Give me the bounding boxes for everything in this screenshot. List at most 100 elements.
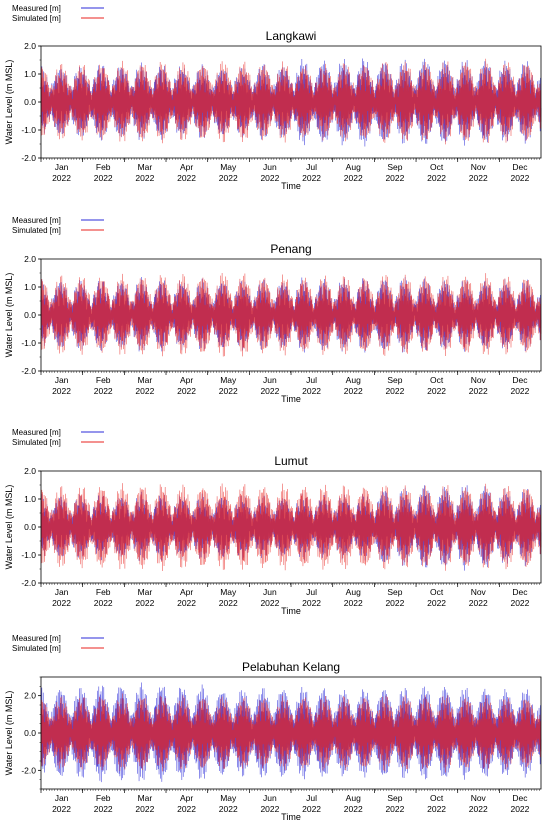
x-tick-label-year: 2022 (219, 386, 238, 396)
x-tick-label-year: 2022 (219, 173, 238, 183)
y-axis-label: Water Level (m MSL) (4, 273, 14, 358)
x-tick-label-year: 2022 (260, 386, 279, 396)
x-tick-label-year: 2022 (510, 386, 529, 396)
legend-label-measured: Measured [m] (12, 216, 61, 225)
series-simulated (40, 58, 542, 145)
y-tick-label: 2.0 (24, 254, 36, 264)
series-line (40, 272, 542, 357)
x-tick-label-month: Jul (306, 587, 317, 597)
x-tick-label-year: 2022 (427, 804, 446, 814)
x-tick-label-month: Oct (430, 375, 444, 385)
x-tick-label-year: 2022 (135, 386, 154, 396)
x-tick-label-year: 2022 (344, 598, 363, 608)
legend-label-measured: Measured [m] (12, 428, 61, 437)
y-tick-label: -1.0 (21, 550, 36, 560)
y-tick-label: 1.0 (24, 69, 36, 79)
x-tick-label-month: Nov (471, 587, 487, 597)
x-axis-label: Time (281, 181, 301, 191)
x-tick-label-month: Mar (138, 587, 153, 597)
x-tick-label-month: Dec (512, 162, 528, 172)
x-tick-label-year: 2022 (302, 598, 321, 608)
y-tick-label: 1.0 (24, 494, 36, 504)
x-tick-label-year: 2022 (177, 386, 196, 396)
x-tick-label-month: Sep (387, 587, 402, 597)
x-tick-label-month: Nov (471, 375, 487, 385)
x-tick-label-year: 2022 (135, 598, 154, 608)
y-tick-label: -1.0 (21, 338, 36, 348)
x-tick-label-month: Jul (306, 162, 317, 172)
x-tick-label-year: 2022 (52, 804, 71, 814)
x-tick-label-month: Sep (387, 793, 402, 803)
x-tick-label-year: 2022 (385, 804, 404, 814)
y-tick-label: -2.0 (21, 153, 36, 163)
series-line (40, 693, 542, 773)
x-tick-label-year: 2022 (260, 804, 279, 814)
x-tick-label-month: Oct (430, 793, 444, 803)
chart-panel-penang: Measured [m] Simulated [m] Penang -2.0 -1.0 0… (0, 212, 550, 420)
chart-title: Penang (270, 242, 311, 256)
x-tick-label-month: Feb (96, 162, 111, 172)
chart-panel-langkawi: Measured [m] Simulated [m] Langkawi -2.0 -1.… (0, 0, 550, 208)
y-tick-label: -2.0 (21, 765, 36, 775)
x-tick-label-year: 2022 (510, 598, 529, 608)
series-line (40, 58, 542, 145)
x-tick-label-year: 2022 (52, 598, 71, 608)
x-tick-label-year: 2022 (469, 598, 488, 608)
x-axis-label: Time (281, 812, 301, 822)
x-tick-label-year: 2022 (302, 804, 321, 814)
x-tick-label-month: May (220, 375, 237, 385)
x-tick-label-year: 2022 (344, 804, 363, 814)
x-tick-label-year: 2022 (427, 386, 446, 396)
y-tick-label: -2.0 (21, 366, 36, 376)
legend-label-simulated: Simulated [m] (12, 644, 61, 653)
series-line (40, 483, 542, 571)
x-tick-label-year: 2022 (177, 173, 196, 183)
x-tick-label-year: 2022 (344, 173, 363, 183)
x-tick-label-year: 2022 (177, 804, 196, 814)
chart-panel-lumut: Measured [m] Simulated [m] Lumut -2.0 -1.0 0.… (0, 424, 550, 632)
x-tick-label-month: Nov (471, 162, 487, 172)
x-tick-label-month: Dec (512, 587, 528, 597)
y-tick-label: 1.0 (24, 282, 36, 292)
x-tick-label-month: Dec (512, 793, 528, 803)
y-tick-label: 2.0 (24, 41, 36, 51)
x-tick-label-year: 2022 (427, 173, 446, 183)
legend-label-measured: Measured [m] (12, 634, 61, 643)
x-tick-label-month: Aug (346, 793, 361, 803)
x-tick-label-year: 2022 (219, 804, 238, 814)
y-tick-label: -1.0 (21, 125, 36, 135)
x-tick-label-year: 2022 (94, 173, 113, 183)
chart-svg: Measured [m]Simulated [m] Pelabuhan Kelan… (4, 634, 542, 822)
x-tick-label-year: 2022 (469, 386, 488, 396)
x-tick-label-month: Oct (430, 587, 444, 597)
legend-label-simulated: Simulated [m] (12, 226, 61, 235)
y-tick-label: 0.0 (24, 728, 36, 738)
y-tick-label: 0.0 (24, 97, 36, 107)
chart-title: Pelabuhan Kelang (242, 660, 340, 674)
x-tick-label-month: Sep (387, 375, 402, 385)
x-tick-label-month: Aug (346, 162, 361, 172)
x-tick-label-month: Jun (263, 375, 277, 385)
x-tick-label-year: 2022 (52, 173, 71, 183)
y-axis-label: Water Level (m MSL) (4, 60, 14, 145)
x-tick-label-month: Apr (180, 587, 193, 597)
x-axis-label: Time (281, 606, 301, 616)
x-tick-label-year: 2022 (344, 386, 363, 396)
series-simulated (40, 483, 542, 571)
x-tick-label-year: 2022 (94, 804, 113, 814)
x-tick-label-month: May (220, 162, 237, 172)
x-tick-label-month: Dec (512, 375, 528, 385)
x-tick-label-month: Feb (96, 587, 111, 597)
y-axis-label: Water Level (m MSL) (4, 485, 14, 570)
x-tick-label-year: 2022 (385, 598, 404, 608)
x-tick-label-month: Jan (55, 375, 69, 385)
x-tick-label-month: Aug (346, 375, 361, 385)
chart-svg: Measured [m]Simulated [m] Penang -2.0 -1.0 0… (4, 216, 542, 404)
chart-title: Lumut (274, 454, 308, 468)
x-tick-label-year: 2022 (385, 173, 404, 183)
x-tick-label-month: Jul (306, 793, 317, 803)
y-tick-label: 0.0 (24, 310, 36, 320)
x-tick-label-year: 2022 (302, 173, 321, 183)
x-tick-label-month: Mar (138, 375, 153, 385)
y-tick-label: -2.0 (21, 578, 36, 588)
